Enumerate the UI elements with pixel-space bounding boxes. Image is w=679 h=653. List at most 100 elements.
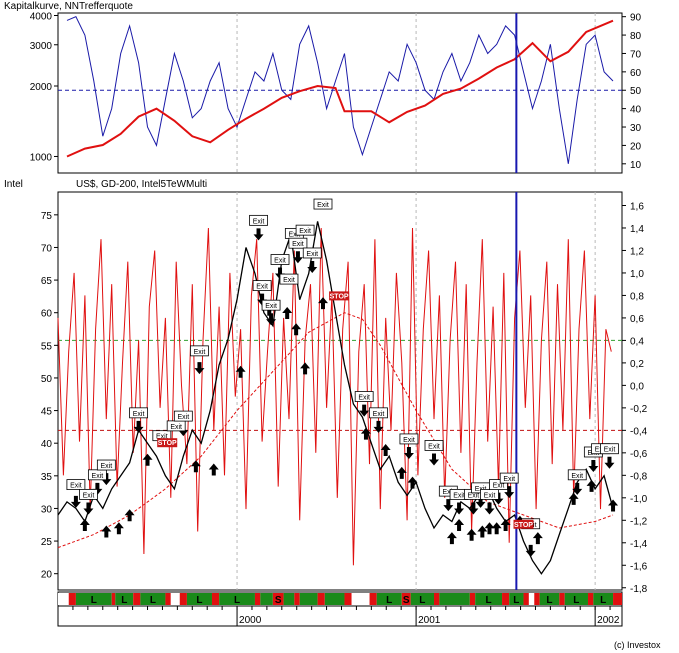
exit-marker-label: Exit xyxy=(317,202,329,209)
upper-left-tick-label: 1000 xyxy=(30,152,53,163)
short-signal-arrow xyxy=(454,502,465,515)
exit-marker-box xyxy=(66,479,86,491)
exit-marker-box xyxy=(261,299,281,311)
position-band-segment xyxy=(475,593,503,605)
exit-marker-label: Exit xyxy=(292,241,304,248)
exit-marker-label: Exit xyxy=(428,443,440,450)
upper-right-tick-label: 70 xyxy=(630,49,642,60)
long-entry-arrow xyxy=(360,427,371,440)
exit-marker-label: Exit xyxy=(503,476,515,483)
exit-marker-label: Exit xyxy=(484,492,496,499)
position-band-segment xyxy=(299,593,318,605)
position-band-label: L xyxy=(513,595,519,606)
lower-right-tick-label: 1,4 xyxy=(630,224,644,235)
exit-marker-label: Exit xyxy=(170,424,182,431)
position-band-segment xyxy=(564,593,588,605)
exit-marker-box xyxy=(96,459,116,471)
position-band-label: L xyxy=(196,595,202,606)
exit-marker-box xyxy=(424,440,444,451)
position-band-segment xyxy=(58,593,69,605)
position-band-segment xyxy=(75,593,112,605)
lower-plot-area xyxy=(57,191,623,591)
short-signal-arrow xyxy=(307,261,318,274)
stop-marker-label: STOP xyxy=(330,293,349,300)
position-band-segment xyxy=(509,593,524,605)
exit-marker-box xyxy=(279,273,299,285)
hitrate-line xyxy=(66,16,614,164)
exit-marker-label: Exit xyxy=(289,231,301,238)
long-entry-arrow xyxy=(282,306,293,319)
gd200-line xyxy=(57,312,614,549)
exit-marker-box xyxy=(173,410,193,422)
long-entry-arrow xyxy=(142,453,153,466)
short-signal-arrow xyxy=(194,362,205,375)
intel-price-line xyxy=(57,221,614,575)
long-entry-arrow xyxy=(190,460,201,473)
position-band-segment xyxy=(272,593,284,605)
position-band-segment xyxy=(283,593,295,605)
position-band-label: L xyxy=(573,595,579,606)
long-entry-arrow xyxy=(79,519,90,532)
position-band-segment xyxy=(528,593,535,605)
short-signal-arrow xyxy=(266,313,277,326)
short-signal-arrow xyxy=(475,495,486,508)
lower-right-tick-label: 0,2 xyxy=(630,359,644,370)
short-signal-arrow xyxy=(403,446,414,459)
exit-marker-label: Exit xyxy=(256,284,268,291)
lower-right-tick-label: 1,6 xyxy=(630,201,644,212)
exit-marker-label: Exit xyxy=(70,483,82,490)
position-band-label: L xyxy=(600,595,606,606)
position-band-segment xyxy=(317,593,325,605)
exit-marker-label: Exit xyxy=(253,218,265,225)
short-signal-arrow xyxy=(429,453,439,466)
long-entry-arrow xyxy=(466,528,477,541)
short-signal-arrow xyxy=(70,495,81,508)
long-entry-arrow xyxy=(532,532,543,545)
position-band-label: L xyxy=(546,595,552,606)
upper-right-tick-label: 20 xyxy=(630,141,642,152)
long-entry-arrow xyxy=(101,525,112,538)
long-entry-arrow xyxy=(491,522,502,535)
exit-marker-label: Exit xyxy=(453,492,465,499)
long-entry-arrow xyxy=(446,532,457,545)
upper-right-tick-label: 50 xyxy=(630,86,642,97)
upper-left-tick-label: 3000 xyxy=(30,41,53,52)
stop-marker-label: STOP xyxy=(158,440,177,447)
long-entry-arrow xyxy=(317,297,328,310)
lower-right-tick-label: -1,0 xyxy=(630,494,648,505)
exit-marker-label: Exit xyxy=(571,473,583,480)
long-entry-arrow xyxy=(484,522,495,535)
lower-left-tick-label: 20 xyxy=(41,570,53,581)
exit-marker-box xyxy=(288,237,308,249)
position-band-segment xyxy=(593,593,614,605)
exit-marker-box xyxy=(295,224,315,236)
upper-right-tick-label: 80 xyxy=(630,31,642,42)
position-band-segment xyxy=(260,593,273,605)
position-band-segment xyxy=(613,593,622,605)
exit-marker-box xyxy=(354,391,374,402)
short-signal-arrow xyxy=(359,404,370,417)
upper-panel-title: Kapitalkurve, NNTrefferquote xyxy=(4,1,133,12)
long-entry-arrow xyxy=(380,443,391,456)
exit-marker-label: Exit xyxy=(92,473,104,480)
x-tick-label: 2000 xyxy=(239,615,262,626)
exit-marker-label: Exit xyxy=(442,489,454,496)
lower-panel-title-left: Intel xyxy=(4,179,23,190)
position-band-segment xyxy=(254,593,261,605)
short-signal-arrow xyxy=(588,460,599,473)
stop-marker-label: STOP xyxy=(514,522,533,529)
exit-marker-label: Exit xyxy=(265,303,277,310)
lower-right-tick-label: -0,6 xyxy=(630,449,648,460)
lower-left-tick-label: 40 xyxy=(41,439,53,450)
position-band-label: L xyxy=(486,595,492,606)
position-band-segment xyxy=(133,593,141,605)
position-band-label: L xyxy=(234,595,240,606)
exit-marker-label: Exit xyxy=(299,228,311,235)
lower-left-tick-label: 60 xyxy=(41,309,53,320)
position-band-segment xyxy=(186,593,212,605)
upper-right-tick-label: 90 xyxy=(630,13,642,24)
exit-marker-label: Exit xyxy=(358,395,370,402)
lower-right-tick-label: -1,4 xyxy=(630,539,648,550)
exit-marker-box xyxy=(79,488,98,500)
exit-marker-box xyxy=(252,280,272,292)
